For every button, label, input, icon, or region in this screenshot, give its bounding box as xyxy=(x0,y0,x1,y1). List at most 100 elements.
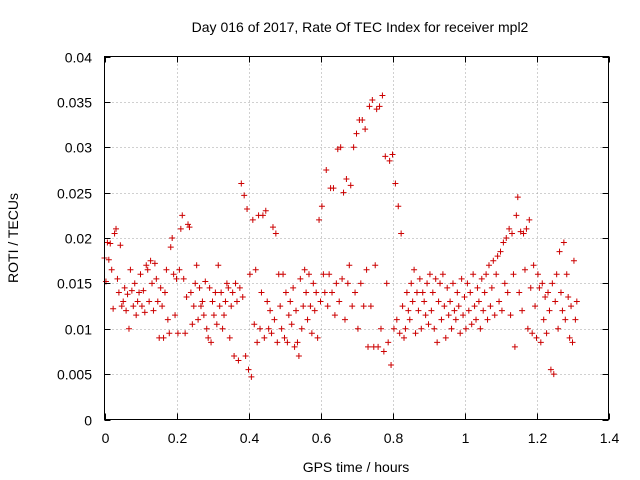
data-point xyxy=(350,144,357,151)
data-point xyxy=(435,298,442,305)
data-point xyxy=(223,280,230,287)
data-point xyxy=(111,230,118,237)
data-point xyxy=(252,266,259,273)
data-point xyxy=(130,303,137,310)
data-point xyxy=(208,339,215,346)
data-point xyxy=(120,298,127,305)
data-point xyxy=(569,339,576,346)
data-point xyxy=(331,312,338,319)
data-point xyxy=(362,126,369,133)
data-point xyxy=(359,117,366,124)
data-point xyxy=(127,266,134,273)
data-point xyxy=(530,262,537,269)
data-point xyxy=(285,312,292,319)
data-point xyxy=(146,298,153,305)
data-point xyxy=(339,275,346,282)
data-point xyxy=(437,280,444,287)
data-point xyxy=(324,303,331,310)
data-point xyxy=(222,298,229,305)
data-point xyxy=(457,330,464,337)
y-tick-label: 0.015 xyxy=(57,276,92,292)
data-point xyxy=(251,321,258,328)
data-point xyxy=(546,307,553,314)
data-point xyxy=(316,216,323,223)
data-point xyxy=(401,334,408,341)
data-point xyxy=(452,316,459,323)
data-point xyxy=(526,216,533,223)
data-point xyxy=(115,289,122,296)
data-point xyxy=(389,151,396,158)
data-point xyxy=(196,284,203,291)
data-point xyxy=(206,284,213,291)
data-point xyxy=(104,239,111,246)
data-point xyxy=(570,257,577,264)
data-point xyxy=(105,256,112,263)
data-point xyxy=(124,291,131,298)
data-point xyxy=(210,312,217,319)
data-point xyxy=(563,271,570,278)
data-point xyxy=(372,262,379,269)
data-point xyxy=(134,298,141,305)
axis-tick-labels: 0 0.2 0.4 0.6 0.8 1 1.2 1.4 0 0.005 0.01 0.015 0.02 0… xyxy=(57,50,619,447)
data-point xyxy=(468,321,475,328)
data-point xyxy=(238,180,245,187)
data-point xyxy=(219,325,226,332)
data-point xyxy=(540,316,547,323)
data-point xyxy=(136,289,143,296)
data-point xyxy=(150,307,157,314)
y-tick-label: 0.02 xyxy=(65,231,92,247)
data-point xyxy=(329,289,336,296)
data-point xyxy=(447,298,454,305)
data-point xyxy=(537,339,544,346)
data-point xyxy=(360,303,367,310)
data-point xyxy=(421,298,428,305)
data-point xyxy=(261,334,268,341)
data-point xyxy=(398,230,405,237)
data-point xyxy=(163,266,170,273)
data-point xyxy=(174,330,181,337)
data-point xyxy=(425,321,432,328)
data-point xyxy=(231,352,238,359)
data-point xyxy=(504,289,511,296)
data-point xyxy=(284,339,291,346)
data-point xyxy=(195,316,202,323)
data-point xyxy=(444,284,451,291)
data-point xyxy=(490,257,497,264)
data-point xyxy=(311,307,318,314)
data-point xyxy=(288,321,295,328)
data-point xyxy=(402,325,409,332)
x-tick-label: 0.6 xyxy=(312,430,332,446)
data-point xyxy=(278,325,285,332)
data-point xyxy=(144,266,151,273)
data-point xyxy=(305,271,312,278)
data-point xyxy=(477,325,484,332)
data-point xyxy=(488,284,495,291)
y-tick-label: 0.025 xyxy=(57,186,92,202)
data-point xyxy=(377,325,384,332)
data-point xyxy=(232,280,239,287)
data-point xyxy=(514,194,521,201)
data-point xyxy=(390,325,397,332)
data-point xyxy=(140,287,147,294)
data-point xyxy=(557,289,564,296)
data-point xyxy=(123,307,130,314)
data-point xyxy=(147,257,154,264)
data-point xyxy=(314,334,321,341)
data-point xyxy=(542,293,549,300)
data-point xyxy=(180,275,187,282)
data-point xyxy=(151,260,158,267)
data-point xyxy=(506,225,513,232)
data-point xyxy=(349,303,356,310)
data-point xyxy=(164,316,171,323)
data-point xyxy=(213,321,220,328)
data-point xyxy=(153,275,160,282)
data-point xyxy=(172,312,179,319)
data-point xyxy=(170,271,177,278)
data-point xyxy=(354,325,361,332)
data-point xyxy=(565,293,572,300)
data-point xyxy=(439,271,446,278)
data-point xyxy=(149,280,156,287)
data-point xyxy=(507,312,514,319)
data-point xyxy=(412,330,419,337)
